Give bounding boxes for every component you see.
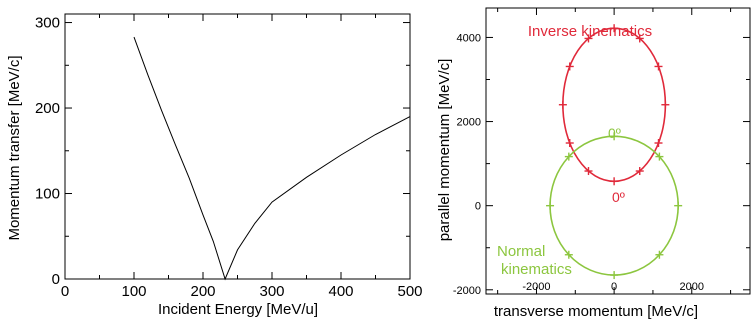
right-x-tick-label: -2000 xyxy=(522,281,550,293)
normal-kinematics-label-line2: kinematics xyxy=(501,261,572,278)
inverse-kinematics-label: Inverse kinematics xyxy=(528,23,652,40)
left-plot-frame xyxy=(64,13,411,280)
left-ticks: 0 100 200 300 400 500 0 100 200 300 xyxy=(35,14,423,300)
left-x-axis-label: Incident Energy [MeV/u] xyxy=(158,301,318,318)
right-y-tick-label: 4000 xyxy=(457,32,481,44)
left-y-axis-label: Momentum transfer [MeV/c] xyxy=(6,55,23,240)
left-x-tick-label: 300 xyxy=(259,283,284,300)
right-ticks: -2000 0 2000 -2000 0 2000 4000 xyxy=(453,8,750,297)
left-y-tick-label: 0 xyxy=(52,271,60,288)
zero-degree-annotation-inverse: 0º xyxy=(612,189,625,205)
left-series-line xyxy=(133,36,411,281)
left-y-tick-label: 300 xyxy=(35,15,60,32)
right-y-tick-label: 2000 xyxy=(457,117,481,129)
right-x-axis-label: transverse momentum [MeV/c] xyxy=(494,303,698,320)
left-x-tick-label: 400 xyxy=(328,283,353,300)
inverse-kinematics-curve xyxy=(562,27,667,183)
left-x-tick-label: 200 xyxy=(190,283,215,300)
left-chart: 0 100 200 300 400 500 0 100 200 300 Incident Ener… xyxy=(6,13,423,318)
right-x-tick-label: 2000 xyxy=(680,281,704,293)
right-y-axis-label: parallel momentum [MeV/c] xyxy=(436,59,453,242)
zero-degree-annotation-normal: 0º xyxy=(608,125,621,141)
right-chart: -2000 0 2000 -2000 0 2000 4000 Inverse kinemat… xyxy=(436,7,751,320)
left-y-tick-label: 200 xyxy=(35,100,60,117)
right-y-tick-label: -2000 xyxy=(453,285,481,297)
left-x-tick-label: 100 xyxy=(121,283,146,300)
left-y-tick-label: 100 xyxy=(35,186,60,203)
right-series xyxy=(546,24,683,280)
left-x-tick-label: 0 xyxy=(61,283,69,300)
left-x-tick-label: 500 xyxy=(397,283,422,300)
right-y-tick-label: 0 xyxy=(475,201,481,213)
right-plot-frame xyxy=(485,7,751,295)
right-x-tick-label: 0 xyxy=(611,281,617,293)
normal-kinematics-label-line1: Normal xyxy=(497,243,545,260)
